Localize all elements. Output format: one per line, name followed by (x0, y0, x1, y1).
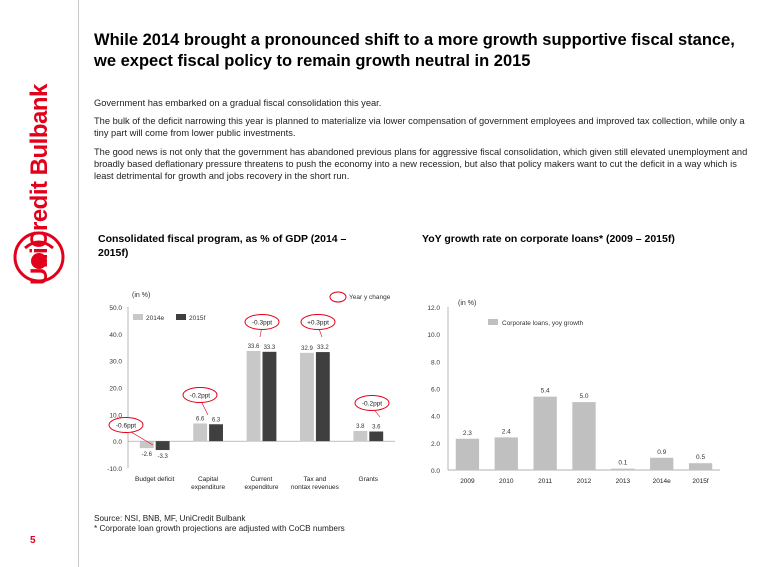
x-tick-label: expenditure (191, 484, 225, 491)
x-tick-label: Budget deficit (135, 476, 175, 483)
annotation-label: -0.3ppt (252, 320, 272, 327)
data-label: 0.5 (696, 454, 705, 461)
legend-change-marker (329, 291, 347, 303)
bar (611, 468, 635, 470)
bar-2015f (315, 352, 330, 442)
y-tick-label: 0.0 (113, 439, 122, 446)
data-label: 3.8 (356, 424, 365, 430)
annotation-bubble (300, 314, 336, 330)
y-tick-label: 40.0 (109, 332, 122, 339)
y-tick-label: 30.0 (109, 359, 122, 366)
fiscal-program-chart: 50.0 40.0 30.0 20.0 10.0 0.0 -10.0 (in %) -2.6 -3… (107, 291, 395, 491)
unit-label: (in %) (132, 292, 150, 299)
chart1-title: Consolidated fiscal program, as % of GDP… (98, 233, 347, 259)
data-label: 2.4 (502, 428, 511, 435)
annotation-bubble (244, 314, 280, 330)
bar (494, 437, 518, 470)
bar-2015f (369, 431, 384, 442)
data-label: 33.2 (317, 345, 329, 351)
annotation-bubble (182, 387, 218, 403)
bar (650, 457, 674, 470)
legend-swatch (488, 319, 498, 325)
data-label: 3.6 (372, 425, 381, 431)
legend-swatch-2014e (133, 314, 143, 320)
source-line-2: * Corporate loan growth projections are … (94, 524, 345, 533)
annotation-label: -0.2ppt (362, 401, 382, 408)
y-tick-label: 50.0 (109, 305, 122, 312)
bar-2014e (300, 352, 314, 442)
annotation-bubble (354, 395, 390, 411)
x-tick-label: 2009 (460, 478, 475, 485)
x-tick-label: 2010 (499, 478, 514, 485)
bar-2015f (209, 424, 223, 442)
bar-2014e (139, 441, 154, 449)
y-tick-label: 10.0 (109, 412, 122, 419)
annotation-label: -0.6ppt (116, 423, 136, 430)
bar-2014e (193, 423, 208, 442)
x-tick-label: nontax revenues (291, 484, 340, 491)
annotation-label: +0.3ppt (307, 320, 329, 327)
annotation-label: -0.2ppt (190, 393, 210, 400)
legend-label: 2015f (189, 315, 205, 322)
x-tick-label: expenditure (245, 484, 279, 491)
anniversary-badge-icon (13, 231, 65, 283)
source-note: Source: NSI, BNB, MF, UniCredit Bulbank … (94, 514, 345, 534)
y-tick-label: -10.0 (107, 466, 122, 473)
bar (688, 463, 713, 470)
data-label: -2.6 (142, 452, 153, 458)
data-label: 6.6 (196, 416, 205, 422)
x-tick-label: 2015f (692, 478, 708, 485)
bar-2014e (353, 430, 368, 442)
paragraph-3: The good news is not only that the gover… (94, 147, 748, 181)
paragraph-2: The bulk of the deficit narrowing this y… (94, 116, 745, 138)
y-tick-label: 10.0 (427, 332, 440, 339)
paragraph-1: Government has embarked on a gradual fis… (94, 98, 382, 108)
y-tick-label: 4.0 (431, 414, 440, 421)
legend-swatch-2015f (176, 314, 186, 320)
data-label: 0.9 (657, 449, 666, 456)
annotation-bubble (108, 417, 144, 433)
corporate-loans-chart: 12.0 10.0 8.0 6.0 4.0 2.0 0.0 (in %) Corporate l… (427, 300, 720, 485)
y-tick-label: 6.0 (431, 387, 440, 394)
sidebar: UniCredit Bulbank 5 (0, 0, 78, 567)
page-number: 5 (30, 535, 36, 546)
x-tick-label: 2011 (538, 478, 552, 485)
y-tick-label: 2.0 (431, 441, 440, 448)
x-tick-label: Current (251, 476, 273, 483)
data-label: -3.3 (157, 454, 168, 460)
x-tick-label: Grants (359, 476, 379, 483)
x-tick-label: 2013 (616, 478, 631, 485)
bar-2014e (246, 351, 261, 442)
x-tick-label: 2012 (577, 478, 592, 485)
y-tick-label: 0.0 (431, 468, 440, 475)
bar (572, 402, 596, 470)
page-title: While 2014 brought a pronounced shift to… (94, 31, 735, 70)
x-tick-label: Tax and (304, 476, 327, 483)
bar (455, 438, 480, 470)
data-label: 33.3 (264, 345, 276, 351)
data-label: 5.0 (579, 393, 588, 400)
unit-label: (in %) (458, 300, 476, 307)
y-tick-label: 12.0 (427, 305, 440, 312)
legend-label: Year y change (349, 294, 391, 301)
divider (78, 0, 79, 567)
legend-label: 2014e (146, 315, 164, 322)
data-label: 32.9 (301, 346, 313, 352)
chart2-title: YoY growth rate on corporate loans* (200… (422, 233, 675, 245)
x-tick-label: 2014e (653, 478, 671, 485)
data-label: 2.3 (463, 430, 472, 437)
data-label: 33.6 (248, 344, 260, 350)
source-line-1: Source: NSI, BNB, MF, UniCredit Bulbank (94, 514, 246, 523)
x-tick-label: Capital (198, 476, 219, 483)
data-label: 0.1 (618, 460, 627, 467)
data-label: 6.3 (212, 417, 221, 423)
legend-label: Corporate loans, yoy growth (502, 320, 584, 327)
y-tick-label: 8.0 (431, 359, 440, 366)
y-tick-label: 20.0 (109, 386, 122, 393)
bar-2015f (262, 351, 277, 442)
bar-2015f (155, 441, 170, 451)
data-label: 5.4 (541, 388, 550, 395)
bar (533, 396, 557, 470)
